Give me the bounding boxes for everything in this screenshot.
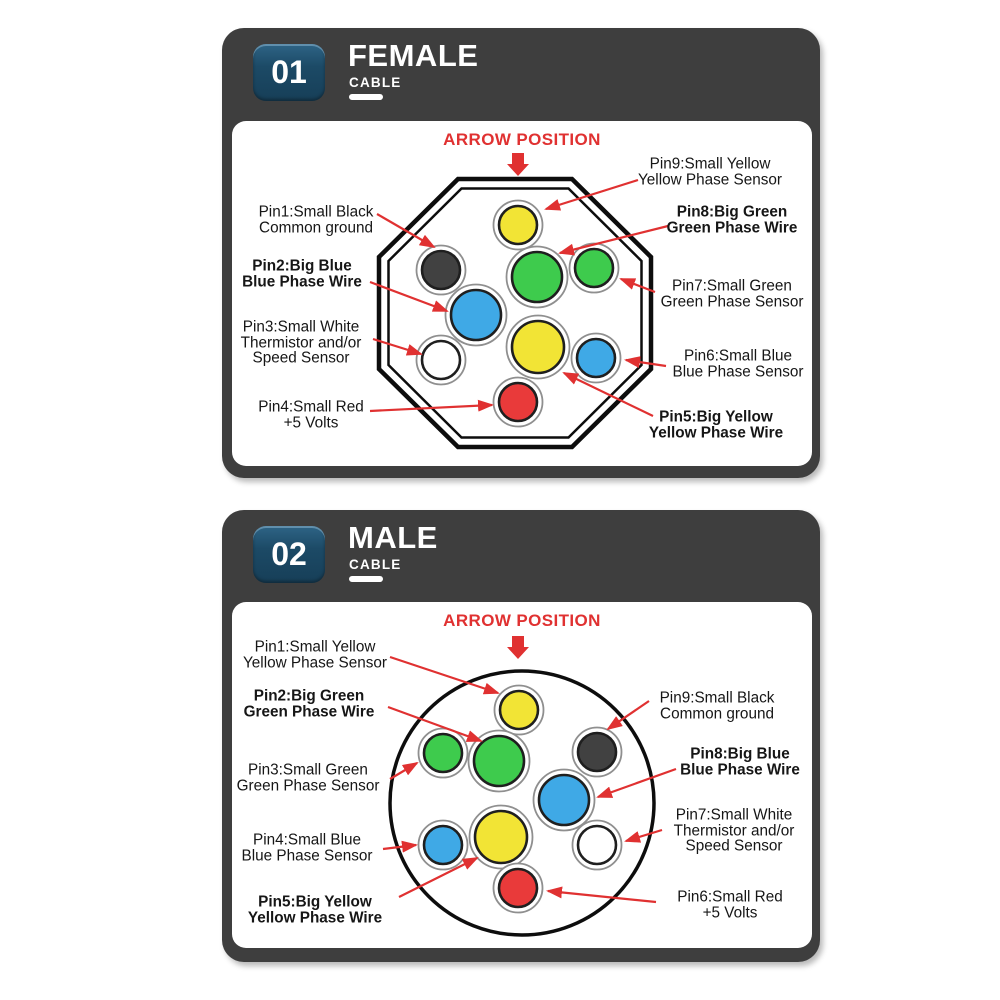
- female-cable-panel: 01 FEMALE CABLE: [222, 28, 820, 478]
- step-number-badge: 01: [253, 44, 325, 101]
- panel-subtitle: CABLE: [349, 75, 402, 90]
- title-underline: [349, 94, 383, 100]
- diagram-board: [232, 602, 812, 948]
- title-underline: [349, 576, 383, 582]
- male-cable-panel: 02 MALE CABLE: [222, 510, 820, 962]
- panel-title: MALE: [348, 520, 438, 555]
- diagram-board: [232, 121, 812, 466]
- panel-subtitle: CABLE: [349, 557, 402, 572]
- panel-title: FEMALE: [348, 38, 479, 73]
- step-number-badge: 02: [253, 526, 325, 583]
- arrow-position-label: ARROW POSITION: [443, 611, 601, 630]
- arrow-position-label: ARROW POSITION: [443, 130, 601, 149]
